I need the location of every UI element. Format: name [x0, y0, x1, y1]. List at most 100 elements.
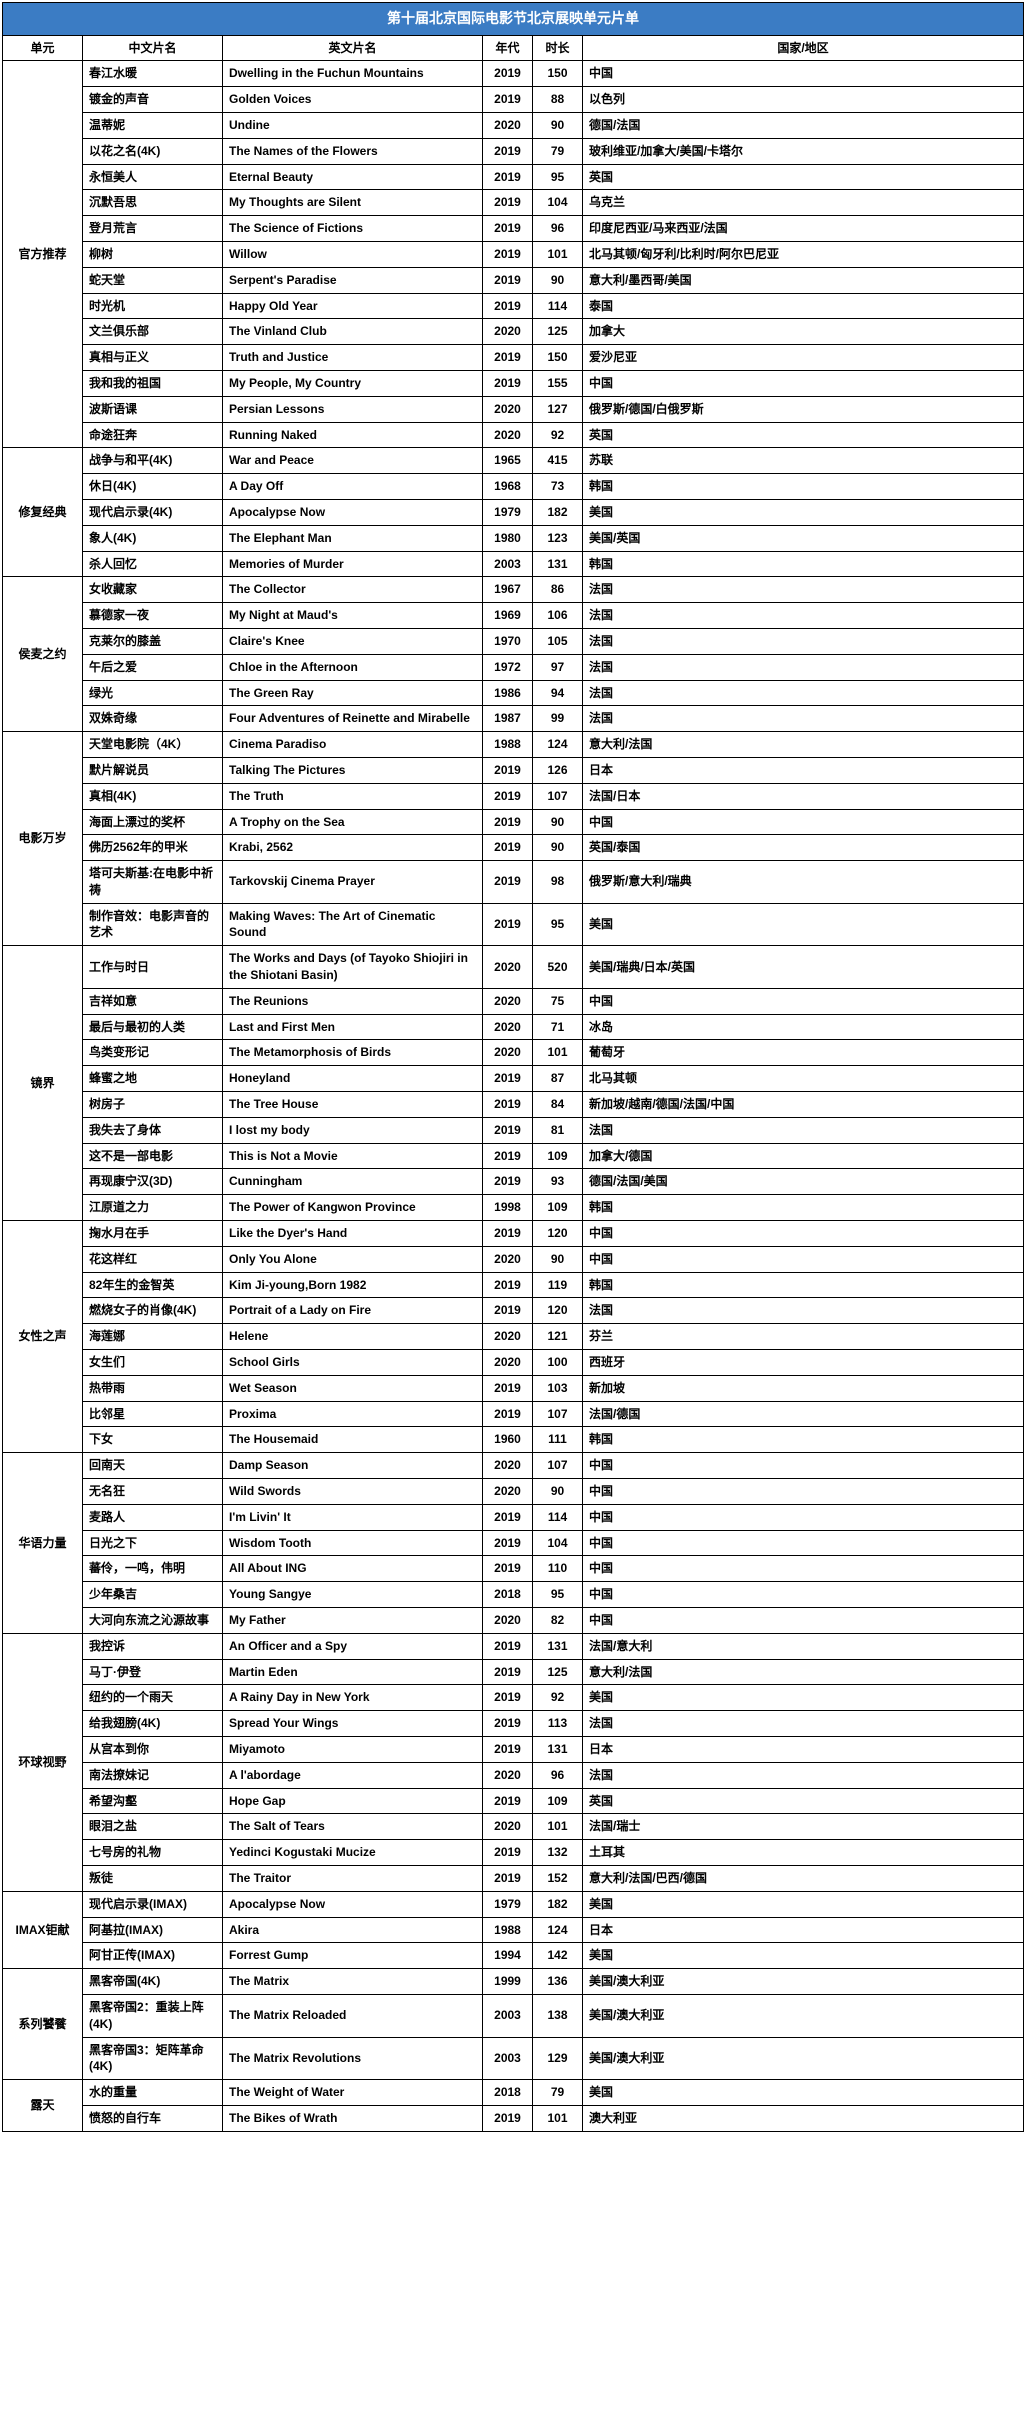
- film-list-table: 第十届北京国际电影节北京展映单元片单 单元 中文片名 英文片名 年代 时长 国家…: [2, 2, 1024, 2132]
- cn-name-cell: 蕃伶，一鸣，伟明: [83, 1556, 223, 1582]
- en-name-cell: Making Waves: The Art of Cinematic Sound: [223, 903, 483, 946]
- year-cell: 2020: [483, 1608, 533, 1634]
- year-cell: 2019: [483, 2105, 533, 2131]
- duration-cell: 119: [533, 1272, 583, 1298]
- country-cell: 加拿大/德国: [583, 1143, 1024, 1169]
- en-name-cell: Forrest Gump: [223, 1943, 483, 1969]
- country-cell: 冰岛: [583, 1014, 1024, 1040]
- duration-cell: 111: [533, 1427, 583, 1453]
- table-row: 热带雨Wet Season2019103新加坡: [3, 1375, 1024, 1401]
- duration-cell: 155: [533, 370, 583, 396]
- country-cell: 北马其顿: [583, 1066, 1024, 1092]
- country-cell: 英国/泰国: [583, 835, 1024, 861]
- cn-name-cell: 给我翅膀(4K): [83, 1711, 223, 1737]
- country-cell: 意大利/法国: [583, 1659, 1024, 1685]
- cn-name-cell: 大河向东流之沁源故事: [83, 1608, 223, 1634]
- cn-name-cell: 日光之下: [83, 1530, 223, 1556]
- duration-cell: 109: [533, 1195, 583, 1221]
- year-cell: 1965: [483, 448, 533, 474]
- country-cell: 美国/澳大利亚: [583, 1969, 1024, 1995]
- cn-name-cell: 波斯语课: [83, 396, 223, 422]
- en-name-cell: My Thoughts are Silent: [223, 190, 483, 216]
- year-cell: 2019: [483, 783, 533, 809]
- en-name-cell: The Metamorphosis of Birds: [223, 1040, 483, 1066]
- en-name-cell: The Truth: [223, 783, 483, 809]
- en-name-cell: Young Sangye: [223, 1582, 483, 1608]
- year-cell: 2019: [483, 1865, 533, 1891]
- table-body: 官方推荐春江水暖Dwelling in the Fuchun Mountains…: [3, 61, 1024, 2131]
- en-name-cell: My Night at Maud's: [223, 603, 483, 629]
- table-row: 花这样红Only You Alone202090中国: [3, 1246, 1024, 1272]
- year-cell: 2019: [483, 1169, 533, 1195]
- table-title: 第十届北京国际电影节北京展映单元片单: [3, 3, 1024, 36]
- table-row: 文兰俱乐部The Vinland Club2020125加拿大: [3, 319, 1024, 345]
- en-name-cell: Running Naked: [223, 422, 483, 448]
- duration-cell: 120: [533, 1298, 583, 1324]
- duration-cell: 107: [533, 1401, 583, 1427]
- year-cell: 2019: [483, 1375, 533, 1401]
- en-name-cell: The Works and Days (of Tayoko Shiojiri i…: [223, 946, 483, 989]
- year-cell: 2019: [483, 164, 533, 190]
- duration-cell: 182: [533, 1891, 583, 1917]
- en-name-cell: Cinema Paradiso: [223, 732, 483, 758]
- en-name-cell: Portrait of a Lady on Fire: [223, 1298, 483, 1324]
- country-cell: 俄罗斯/意大利/瑞典: [583, 861, 1024, 904]
- country-cell: 苏联: [583, 448, 1024, 474]
- country-cell: 中国: [583, 1479, 1024, 1505]
- en-name-cell: Memories of Murder: [223, 551, 483, 577]
- table-row: 制作音效：电影声音的艺术Making Waves: The Art of Cin…: [3, 903, 1024, 946]
- table-row: 无名狂Wild Swords202090中国: [3, 1479, 1024, 1505]
- en-name-cell: The Science of Fictions: [223, 216, 483, 242]
- country-cell: 中国: [583, 988, 1024, 1014]
- en-name-cell: The Collector: [223, 577, 483, 603]
- year-cell: 2003: [483, 2037, 533, 2080]
- year-cell: 2018: [483, 2080, 533, 2106]
- duration-cell: 121: [533, 1324, 583, 1350]
- cn-name-cell: 象人(4K): [83, 525, 223, 551]
- en-name-cell: The Matrix: [223, 1969, 483, 1995]
- country-cell: 以色列: [583, 87, 1024, 113]
- cn-name-cell: 阿基拉(IMAX): [83, 1917, 223, 1943]
- year-cell: 2019: [483, 1840, 533, 1866]
- en-name-cell: Miyamoto: [223, 1736, 483, 1762]
- country-cell: 中国: [583, 370, 1024, 396]
- cn-name-cell: 柳树: [83, 241, 223, 267]
- country-cell: 法国: [583, 603, 1024, 629]
- year-cell: 2019: [483, 1504, 533, 1530]
- unit-cell: 环球视野: [3, 1633, 83, 1891]
- table-row: 愤怒的自行车The Bikes of Wrath2019101澳大利亚: [3, 2105, 1024, 2131]
- duration-cell: 71: [533, 1014, 583, 1040]
- table-row: 克莱尔的膝盖Claire's Knee1970105法国: [3, 628, 1024, 654]
- table-row: 82年生的金智英Kim Ji-young,Born 19822019119韩国: [3, 1272, 1024, 1298]
- cn-name-cell: 以花之名(4K): [83, 138, 223, 164]
- year-cell: 2020: [483, 1014, 533, 1040]
- year-cell: 2019: [483, 1685, 533, 1711]
- table-row: 现代启示录(4K)Apocalypse Now1979182美国: [3, 499, 1024, 525]
- cn-name-cell: 七号房的礼物: [83, 1840, 223, 1866]
- year-cell: 2019: [483, 1711, 533, 1737]
- cn-name-cell: 麦路人: [83, 1504, 223, 1530]
- cn-name-cell: 命途狂奔: [83, 422, 223, 448]
- en-name-cell: Martin Eden: [223, 1659, 483, 1685]
- duration-cell: 127: [533, 396, 583, 422]
- duration-cell: 136: [533, 1969, 583, 1995]
- country-cell: 中国: [583, 1246, 1024, 1272]
- country-cell: 韩国: [583, 551, 1024, 577]
- country-cell: 美国: [583, 1943, 1024, 1969]
- duration-cell: 129: [533, 2037, 583, 2080]
- duration-cell: 125: [533, 319, 583, 345]
- cn-name-cell: 南法撩妹记: [83, 1762, 223, 1788]
- country-cell: 中国: [583, 61, 1024, 87]
- duration-cell: 138: [533, 1994, 583, 2037]
- en-name-cell: My People, My Country: [223, 370, 483, 396]
- en-name-cell: Like the Dyer's Hand: [223, 1221, 483, 1247]
- cn-name-cell: 慕德家一夜: [83, 603, 223, 629]
- cn-name-cell: 黑客帝国(4K): [83, 1969, 223, 1995]
- duration-cell: 150: [533, 345, 583, 371]
- country-cell: 美国/澳大利亚: [583, 1994, 1024, 2037]
- year-cell: 2019: [483, 1556, 533, 1582]
- unit-cell: 露天: [3, 2080, 83, 2132]
- cn-name-cell: 掬水月在手: [83, 1221, 223, 1247]
- en-name-cell: I'm Livin' It: [223, 1504, 483, 1530]
- year-cell: 2018: [483, 1582, 533, 1608]
